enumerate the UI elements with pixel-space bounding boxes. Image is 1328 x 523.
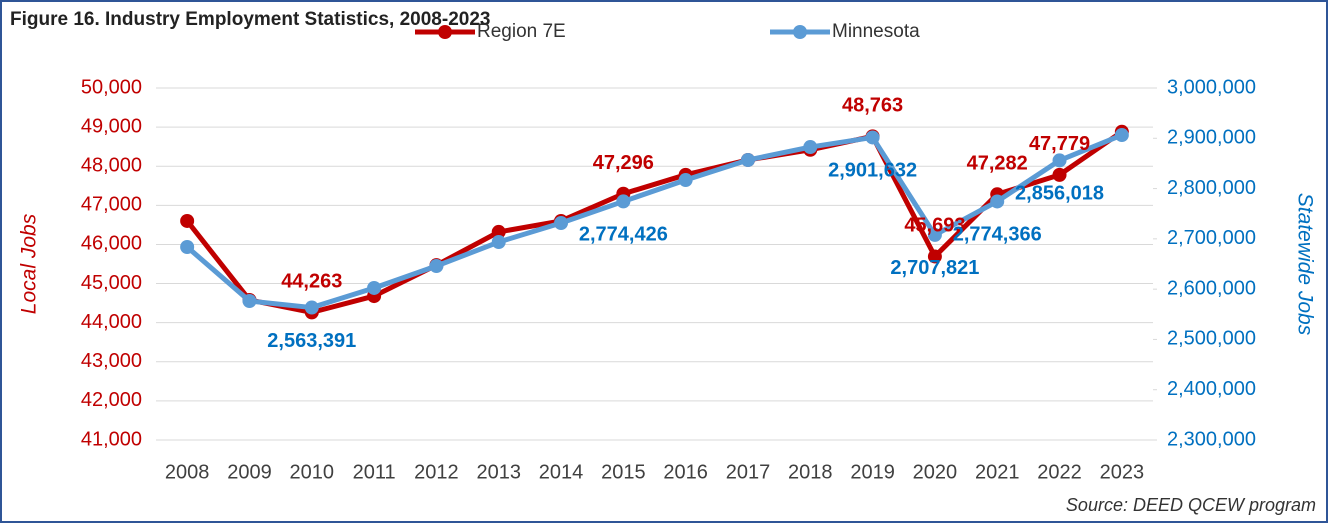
data-point — [616, 194, 631, 209]
data-point — [180, 213, 195, 228]
data-point — [1052, 153, 1067, 168]
data-label: 44,263 — [281, 271, 342, 293]
y2-tick-label: 2,500,000 — [1167, 328, 1256, 350]
data-point — [242, 294, 257, 309]
y2-tick-label: 3,000,000 — [1167, 76, 1256, 98]
data-point — [429, 259, 444, 274]
y2-tick-label: 2,700,000 — [1167, 227, 1256, 249]
x-tick-label: 2012 — [414, 461, 459, 483]
data-point — [865, 130, 880, 145]
y2-tick-label: 2,400,000 — [1167, 378, 1256, 400]
y-tick-label: 44,000 — [81, 311, 142, 333]
legend-label: Minnesota — [832, 21, 920, 42]
data-point — [1114, 128, 1129, 143]
y-tick-label: 48,000 — [81, 155, 142, 177]
x-tick-label: 2022 — [1037, 461, 1082, 483]
series-line — [185, 132, 1123, 311]
y2-tick-label: 2,600,000 — [1167, 277, 1256, 299]
y-tick-label: 41,000 — [81, 428, 142, 450]
data-point — [927, 249, 942, 264]
data-label: 2,774,426 — [579, 224, 668, 246]
x-tick-label: 2008 — [165, 461, 210, 483]
data-point — [927, 227, 942, 242]
legend-marker — [793, 25, 807, 39]
x-tick-label: 2018 — [788, 461, 833, 483]
data-label: 2,901,632 — [828, 160, 917, 182]
x-tick-label: 2017 — [726, 461, 771, 483]
data-point — [990, 194, 1005, 209]
x-tick-label: 2013 — [476, 461, 521, 483]
data-point — [678, 173, 693, 188]
data-point — [1052, 167, 1067, 182]
legend-label: Region 7E — [477, 21, 566, 42]
x-tick-label: 2014 — [539, 461, 584, 483]
data-label: 47,282 — [967, 153, 1028, 175]
data-label: 2,563,391 — [267, 330, 356, 352]
data-label: 48,763 — [842, 95, 903, 117]
legend-marker — [438, 25, 452, 39]
x-tick-label: 2021 — [975, 461, 1020, 483]
x-tick-label: 2020 — [913, 461, 958, 483]
data-label: 47,296 — [593, 152, 654, 174]
y2-tick-label: 2,800,000 — [1167, 177, 1256, 199]
y-tick-label: 49,000 — [81, 115, 142, 137]
y-tick-label: 43,000 — [81, 350, 142, 372]
y2-tick-label: 2,900,000 — [1167, 127, 1256, 149]
data-point — [491, 235, 506, 250]
source: Source: DEED QCEW program — [1066, 495, 1316, 515]
y-axis-title: Local Jobs — [18, 213, 41, 314]
data-label: 2,856,018 — [1015, 183, 1104, 205]
x-tick-label: 2009 — [227, 461, 272, 483]
data-label: 2,707,821 — [890, 257, 979, 279]
data-point — [304, 300, 319, 315]
x-tick-label: 2016 — [663, 461, 708, 483]
data-label: 2,774,366 — [953, 224, 1042, 246]
data-point — [491, 224, 506, 239]
data-point — [180, 240, 195, 255]
y-tick-label: 42,000 — [81, 389, 142, 411]
x-tick-label: 2010 — [290, 461, 335, 483]
y2-tick-label: 2,300,000 — [1167, 428, 1256, 450]
chart-title: Figure 16. Industry Employment Statistic… — [10, 9, 490, 30]
data-point — [740, 153, 755, 168]
x-tick-label: 2023 — [1100, 461, 1145, 483]
data-point — [803, 140, 818, 155]
y-tick-label: 47,000 — [81, 194, 142, 216]
y-tick-label: 50,000 — [81, 76, 142, 98]
series-line — [185, 129, 1124, 315]
data-point — [554, 216, 569, 231]
y-tick-label: 45,000 — [81, 272, 142, 294]
x-tick-label: 2011 — [353, 461, 396, 483]
x-tick-label: 2019 — [850, 461, 895, 483]
y2-axis-title: Statewide Jobs — [1293, 193, 1316, 336]
x-tick-label: 2015 — [601, 461, 646, 483]
y-tick-label: 46,000 — [81, 233, 142, 255]
data-label: 45,693 — [904, 215, 965, 237]
data-label: 47,779 — [1029, 133, 1090, 155]
data-point — [367, 280, 382, 295]
